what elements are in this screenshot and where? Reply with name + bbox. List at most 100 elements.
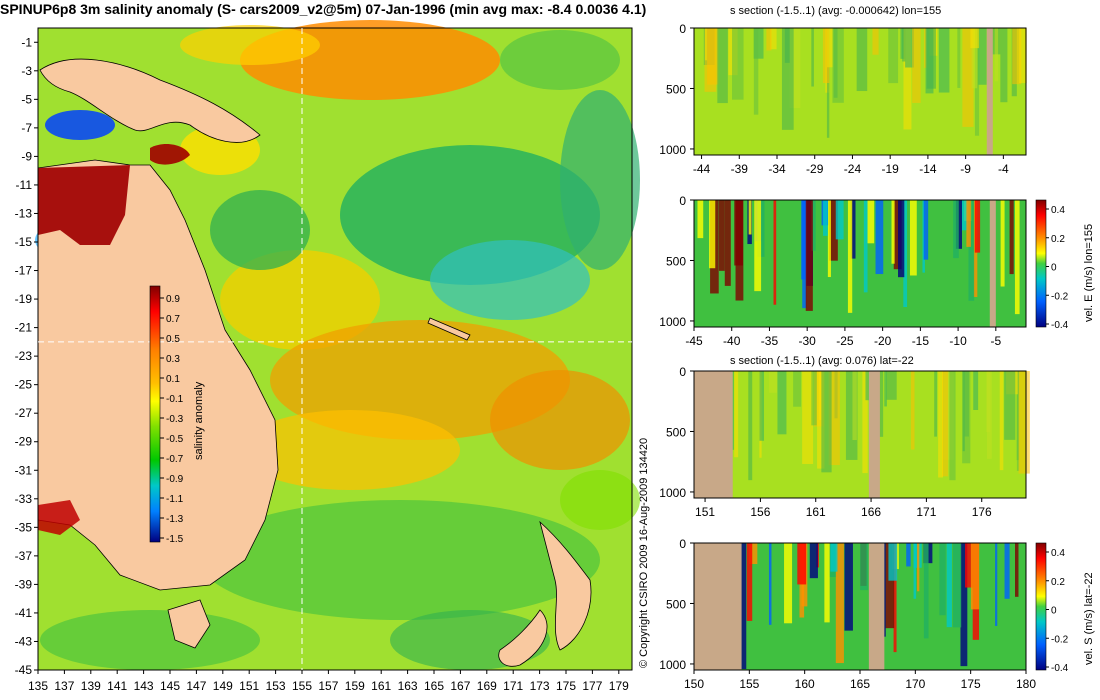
section-x-tick-label: -29 (806, 162, 824, 176)
section-texture (867, 200, 875, 244)
section-texture (934, 371, 938, 437)
section-texture (734, 371, 739, 458)
section-land-mask (989, 200, 996, 327)
section-y-tick-label: 500 (666, 597, 686, 611)
section-panel-vel-e-section: -45 -40 -35 -30 -25 -20 -15 -10 -5 0 500 1000 0.4 0.2… (659, 194, 1095, 348)
map-x-tick-label: 167 (450, 679, 470, 693)
new-guinea (39, 58, 261, 143)
map-y-tick-label: -19 (15, 292, 33, 306)
section-x-tick-label: -44 (693, 162, 711, 176)
map-y-tick-label: -23 (15, 349, 33, 363)
section-texture (953, 200, 959, 259)
salinity-colorbar-ticks: 0.9 0.7 0.5 0.3 0.1 -0.1 -0.3 -0.5 -0.7 -0.9 -1.1 -… (160, 294, 184, 545)
section-texture (766, 28, 772, 51)
section-texture (852, 371, 857, 441)
map-y-tick-label: -33 (15, 492, 33, 506)
section-texture (850, 200, 856, 259)
section-texture (748, 371, 753, 481)
section-x-tick-label: -45 (685, 334, 703, 348)
section-frame (693, 199, 1027, 328)
section-texture (974, 200, 981, 253)
section-texture (724, 200, 731, 286)
section-x-tick-label: -4 (998, 162, 1009, 176)
section-texture (823, 200, 828, 236)
section-x-tick-label: -10 (949, 334, 967, 348)
section-y-tick-label: 500 (666, 425, 686, 439)
section-texture (862, 371, 868, 474)
section-texture (960, 543, 968, 667)
map-y-tick-label: -13 (15, 206, 33, 220)
section-texture (773, 200, 777, 305)
colorbar-tick-label: -0.3 (166, 414, 184, 425)
section-texture (893, 200, 902, 270)
section-texture (971, 28, 978, 89)
section-texture (835, 200, 844, 240)
colorbar-tick-label: 0.7 (166, 314, 180, 325)
map-x-tick-label: 173 (530, 679, 550, 693)
new-zealand-north (539, 520, 592, 651)
section-texture (910, 371, 915, 450)
colorbar-tick-label: -0.5 (166, 434, 184, 445)
map-x-tick-label: 151 (239, 679, 259, 693)
section-x-tick-label: -14 (919, 162, 937, 176)
section-texture (704, 28, 708, 61)
section-texture (784, 543, 793, 624)
section-x-tick-label: 176 (972, 505, 992, 519)
section-texture (1000, 28, 1008, 103)
section-texture (926, 28, 936, 89)
section-texture (962, 28, 974, 127)
section-y-tick-label: 1000 (659, 315, 686, 329)
map-y-tick-label: -39 (15, 577, 33, 591)
section-texture (906, 543, 911, 567)
section-x-tick-label: -25 (836, 334, 854, 348)
section-texture (970, 543, 980, 610)
figure-title: SPINUP6p8 3m salinity anomaly (S- cars20… (0, 1, 647, 17)
section-x-tick-label: -30 (799, 334, 817, 348)
map-y-tick-label: -5 (21, 92, 32, 106)
section-x-tick-label: 166 (861, 505, 881, 519)
section-texture (888, 28, 899, 84)
section-texture (746, 543, 753, 621)
map-y-axis: -1 -3 -5 -7 -9 -11 -13 -15 -17 -19 -21 -23 -25 -27 -29… (15, 35, 38, 677)
map-x-tick-label: 153 (266, 679, 286, 693)
section-texture (902, 28, 906, 62)
section-texture (829, 200, 838, 261)
section-texture (817, 371, 825, 469)
section-texture (973, 371, 979, 410)
section-texture (884, 371, 887, 407)
section-x-tick-label: -19 (882, 162, 900, 176)
section-texture (827, 28, 833, 68)
map-x-tick-label: 137 (54, 679, 74, 693)
s-section-lon-title: s section (-1.5..1) (avg: -0.000642) lon… (730, 5, 942, 17)
section-texture (835, 543, 844, 664)
section-texture (999, 371, 1004, 471)
map-x-tick-label: 161 (371, 679, 391, 693)
section-texture (802, 200, 807, 309)
map-y-tick-label: -9 (21, 149, 32, 163)
section-texture (824, 543, 830, 623)
map-x-tick-label: 135 (28, 679, 48, 693)
section-x-tick-label: 160 (795, 677, 815, 691)
section-x-tick-label: -5 (990, 334, 1001, 348)
section-texture (912, 28, 921, 103)
section-texture (759, 371, 765, 441)
map-x-tick-label: 171 (503, 679, 523, 693)
section-texture (709, 200, 716, 269)
section-texture (1015, 543, 1019, 597)
section-texture (952, 543, 962, 628)
section-texture (830, 543, 838, 572)
section-texture (1004, 543, 1010, 599)
salinity-colorbar (149, 285, 161, 543)
section-texture (697, 200, 704, 239)
section-panel-vel-s-section: 150 155 160 165 170 175 180 0 500 1000 0.4 0.2 0 -0.2… (659, 537, 1095, 691)
section-y-tick-label: 500 (666, 82, 686, 96)
colorbar-tick-label: -0.9 (166, 474, 184, 485)
velocity-colorbar-tick-label: 0 (1051, 606, 1057, 617)
section-texture (770, 28, 777, 50)
section-texture (844, 543, 853, 631)
map-y-tick-label: -35 (15, 520, 33, 534)
section-texture (1004, 371, 1016, 440)
section-texture (938, 371, 943, 478)
section-texture (748, 200, 752, 235)
